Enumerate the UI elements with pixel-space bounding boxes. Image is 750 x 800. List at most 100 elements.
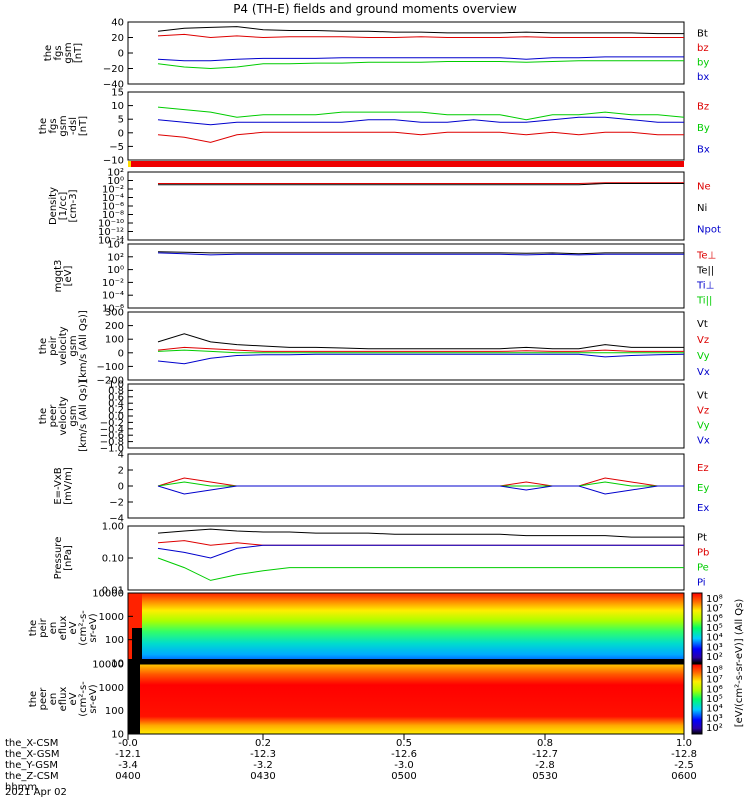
y-tick-label: 10⁻⁴: [102, 291, 124, 302]
legend-entry: Ex: [697, 503, 709, 514]
x-row-value: 0400: [115, 771, 140, 782]
y-axis-label: gsm: [63, 42, 74, 63]
series-line-pe: [157, 557, 684, 581]
y-tick-label: 10²: [107, 252, 124, 263]
panel-peir-velocity-series: [157, 333, 685, 365]
y-tick-label: 0.4: [108, 399, 124, 410]
x-row-value: -3.4: [118, 760, 138, 771]
y-axis-label: E=-VxB: [53, 467, 64, 504]
y-axis-label: [km/s (All Qs)]: [78, 380, 89, 452]
series-line-ni: [158, 183, 684, 186]
y-axis-label: sr-eV): [88, 684, 99, 713]
colorbar-tick: 10⁷: [706, 604, 723, 615]
panel-peir-velocity-frame: [127, 311, 685, 381]
y-axis-label: Pressure: [53, 537, 64, 580]
legend-entry: Te⊥: [696, 251, 716, 262]
y-tick-label: 1000: [99, 683, 124, 694]
y-tick-label: −100: [97, 362, 124, 373]
y-axis-label: gsm: [68, 335, 79, 356]
date-label: 2021 Apr 02: [5, 787, 67, 798]
mode-bar-marker: [128, 161, 131, 167]
series-line-ti: [157, 252, 684, 256]
panel-density-series: [158, 182, 684, 186]
legend-entry: Vz: [697, 335, 709, 346]
legend-entry: Vy: [697, 421, 710, 432]
series-line-bx: [157, 116, 684, 126]
colorbar-tick: 10²: [706, 723, 723, 734]
y-axis-label: Density: [48, 187, 59, 225]
y-tick-label: 0.8: [108, 386, 124, 397]
y-tick-label: −4: [109, 514, 124, 525]
x-row-value: -3.0: [394, 760, 414, 771]
colorbar-tick: 10⁴: [706, 633, 723, 644]
colorbar-tick: 10⁵: [706, 623, 723, 634]
peir-spectrogram-floor: [128, 659, 684, 663]
legend-entry: Bx: [697, 144, 710, 155]
y-axis-label: en: [48, 693, 59, 706]
legend-entry: Pi: [697, 578, 706, 589]
y-axis-label: eV: [68, 621, 79, 634]
x-row-value: -12.7: [532, 749, 558, 760]
x-row-value: 0500: [391, 771, 416, 782]
series-line-vy: [157, 349, 684, 354]
y-tick-label: −1.0: [100, 444, 124, 455]
panel-efield-series: [157, 477, 684, 495]
y-tick-label: 0: [118, 482, 124, 493]
x-row-value: -3.2: [253, 760, 273, 771]
y-axis-label: eflux: [58, 616, 69, 641]
y-tick-label: −40: [103, 80, 124, 91]
y-tick-label: 10⁴: [107, 240, 124, 251]
legend-entry: Vx: [697, 436, 710, 447]
y-tick-label: 1.0: [108, 380, 124, 391]
y-tick-label: −0.4: [100, 424, 124, 435]
panel-fgs-dsl: [127, 91, 685, 161]
y-axis-label: peer: [48, 404, 59, 428]
legend-entry: Ni: [697, 203, 707, 214]
colorbar-peir: [691, 592, 703, 664]
panel-peir-spectrogram-frame: [127, 592, 685, 664]
peer-spectrogram-gap: [128, 664, 140, 734]
colorbar-tick: 10²: [706, 652, 723, 663]
legend-entry: Bt: [697, 28, 708, 39]
x-row-value: -2.8: [535, 760, 555, 771]
y-axis-label: peir: [38, 617, 49, 637]
series-line-ne: [158, 182, 684, 184]
x-row-value: -12.8: [671, 749, 697, 760]
x-row-value: -2.5: [674, 760, 694, 771]
y-tick-label: 2: [118, 466, 124, 477]
colorbar-tick: 10⁶: [706, 684, 723, 695]
series-line-pt: [157, 528, 684, 538]
colorbar-ticks: 10⁸10⁷10⁶10⁵10⁴10³10²10⁸10⁷10⁶10⁵10⁴10³1…: [706, 594, 723, 734]
y-tick-label: 4: [118, 450, 124, 461]
y-axis-label: gsm: [68, 405, 79, 426]
legend-entry: Vt: [697, 319, 708, 330]
y-axis-label: peir: [48, 335, 59, 355]
y-tick-label: −20: [103, 64, 124, 75]
x-row-value: -12.3: [250, 749, 276, 760]
panel-peer-velocity: [127, 383, 685, 449]
legend-entry: Ne: [697, 182, 711, 193]
y-axis-label: en: [48, 622, 59, 635]
series-line-vz: [157, 346, 684, 352]
legend-entry: Te||: [696, 266, 714, 277]
y-axis-label: gsm: [58, 115, 69, 136]
legend-entry: Bz: [697, 102, 709, 113]
y-tick-label: 0.0: [108, 412, 124, 423]
peir-spectrogram-gap: [132, 628, 142, 663]
panel-peir-velocity: [127, 311, 685, 381]
y-axis-label: the: [43, 45, 54, 61]
peer-spectrogram-image: [128, 664, 684, 734]
x-row-value: 0600: [671, 771, 696, 782]
series-line-by: [157, 106, 685, 121]
panel-efield: [127, 453, 685, 519]
legend-entry: by: [697, 57, 709, 68]
series-line-pi: [157, 544, 684, 559]
legend-entry: Pt: [697, 533, 707, 544]
colorbar-tick: 10⁸: [706, 665, 723, 676]
colorbar-tick: 10⁸: [706, 594, 723, 605]
y-axis-label: [nPa]: [63, 545, 74, 571]
panel-pressure: [127, 525, 685, 591]
y-axis-label: the: [38, 118, 49, 134]
x-row-value: 0530: [532, 771, 557, 782]
